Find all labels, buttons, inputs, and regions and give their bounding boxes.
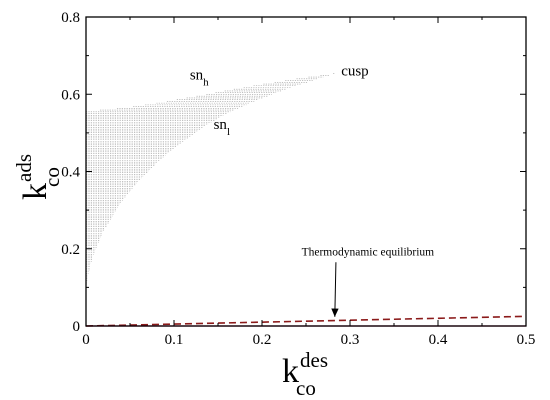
- y-axis-title: kads co: [12, 154, 64, 200]
- annotation-sn-l-sub: l: [227, 126, 230, 138]
- y-tick-label: 0.2: [61, 242, 80, 258]
- x-tick-label: 0.5: [517, 332, 536, 348]
- annotation-cusp: cusp: [341, 64, 369, 80]
- x-tick-label: 0: [82, 332, 90, 348]
- series-thermodynamic-equilibrium: [85, 315, 527, 327]
- x-tick-label: 0.1: [165, 332, 184, 348]
- y-axis-title-sup: ads: [12, 154, 36, 182]
- x-axis-title-sup: des: [300, 348, 328, 372]
- y-tick-label: 0.4: [61, 165, 80, 181]
- x-axis-title-sub: co: [296, 376, 316, 400]
- annotation-sn-h-base: sn: [190, 68, 204, 84]
- annotation-sn-h-sub: h: [203, 77, 209, 89]
- y-tick-label: 0: [73, 319, 81, 335]
- x-axis-title-base: k: [282, 353, 299, 390]
- annotation-arrow-line: [334, 262, 337, 317]
- annotation-thermo: Thermodynamic equilibrium: [302, 246, 435, 258]
- x-axis-title: kdes co: [282, 348, 328, 400]
- plot-frame: [85, 16, 527, 327]
- annotation-sn-l: snl: [214, 117, 230, 138]
- annotation-sn-h: snh: [190, 68, 209, 89]
- y-tick-label: 0.6: [61, 87, 80, 103]
- y-axis-title-base: k: [17, 183, 54, 200]
- x-tick-label: 0.3: [341, 332, 360, 348]
- bistability-region-hatching: [86, 73, 335, 285]
- y-tick-label: 0.8: [61, 10, 80, 26]
- annotation-sn-l-base: sn: [214, 117, 228, 133]
- y-axis-title-sub: co: [40, 167, 64, 187]
- x-tick-label: 0.2: [253, 332, 272, 348]
- axis-ticks: 0 0.1 0.2 0.3 0.4 0.5 0 0.2 0.4 0.6 0.8: [61, 10, 535, 348]
- x-tick-label: 0.4: [429, 332, 448, 348]
- annotation-arrow-head: [331, 308, 339, 317]
